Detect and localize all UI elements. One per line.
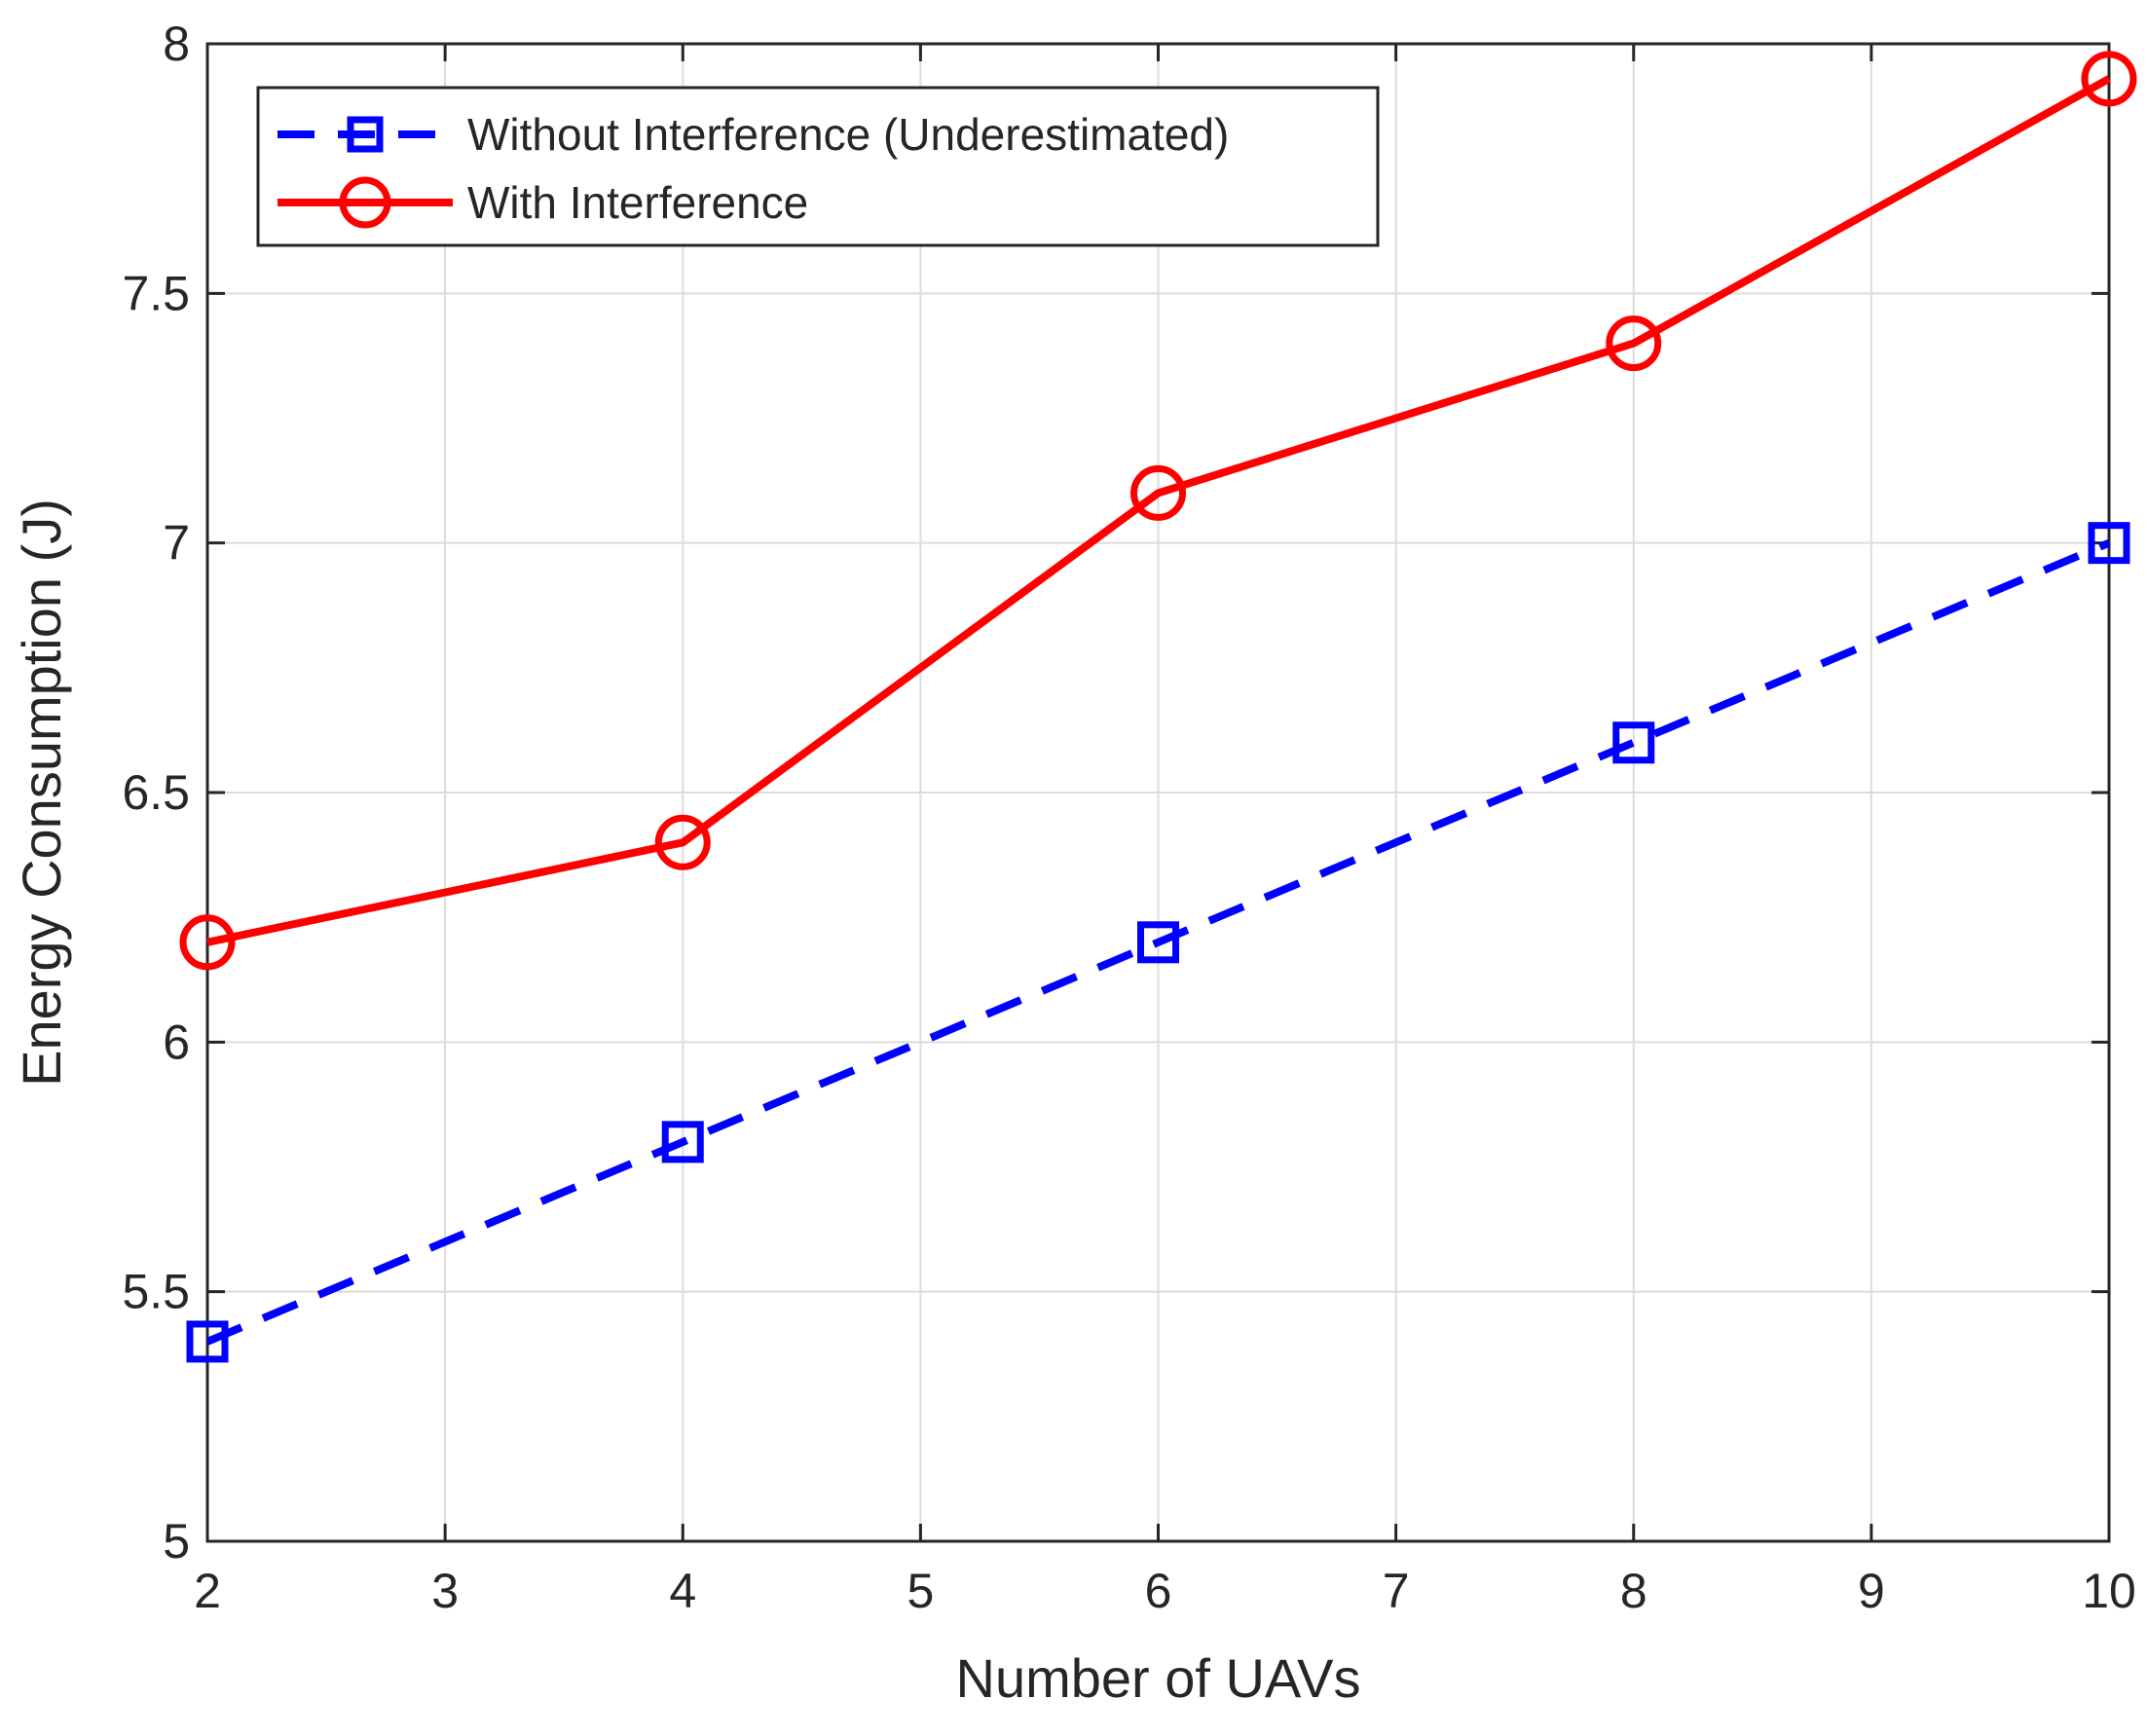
y-tick-label: 8 (163, 17, 190, 71)
x-tick-label: 10 (2082, 1564, 2136, 1618)
series-1 (186, 522, 2130, 1363)
legend-label: Without Interference (Underestimated) (467, 109, 1229, 160)
data-point (186, 1320, 229, 1363)
x-tick-label: 4 (669, 1564, 696, 1618)
data-point (661, 1121, 704, 1163)
y-tick-label: 7.5 (122, 266, 190, 320)
legend-marker (347, 116, 384, 153)
series-2 (179, 51, 2137, 971)
x-tick-label: 2 (194, 1564, 221, 1618)
data-point (654, 814, 711, 870)
y-tick-label: 6.5 (122, 765, 190, 820)
data-point (1137, 921, 1179, 964)
legend-box (256, 86, 1380, 247)
series-group (179, 51, 2137, 1363)
y-axis-label: Energy Consumption (J) (11, 499, 72, 1087)
data-point (179, 914, 236, 971)
data-point (2088, 522, 2130, 565)
x-tick-label: 5 (907, 1564, 934, 1618)
y-tick-label: 7 (163, 516, 190, 571)
y-tick-label: 5.5 (122, 1265, 190, 1319)
x-tick-label: 7 (1383, 1564, 1410, 1618)
grid (206, 43, 2110, 1542)
legend: Without Interference (Underestimated) Wit… (256, 86, 1380, 247)
axis-ticks: 2 3 4 5 6 7 8 9 10 5 5.5 6 6.5 7 7.5 8 (122, 17, 2135, 1618)
y-tick-label: 5 (163, 1514, 190, 1569)
x-axis-label: Number of UAVs (956, 1647, 1361, 1709)
y-tick-label: 6 (163, 1015, 190, 1069)
legend-marker (339, 176, 391, 229)
data-point (1130, 464, 1186, 521)
data-point (1612, 721, 1655, 764)
series-line (206, 75, 2111, 946)
data-point (1606, 315, 1662, 372)
legend-label: With Interference (467, 177, 808, 228)
x-tick-label: 3 (431, 1564, 459, 1618)
x-tick-label: 6 (1145, 1564, 1172, 1618)
data-point (2081, 51, 2137, 107)
x-tick-label: 9 (1858, 1564, 1885, 1618)
series-line (205, 539, 2111, 1346)
x-tick-label: 8 (1620, 1564, 1647, 1618)
